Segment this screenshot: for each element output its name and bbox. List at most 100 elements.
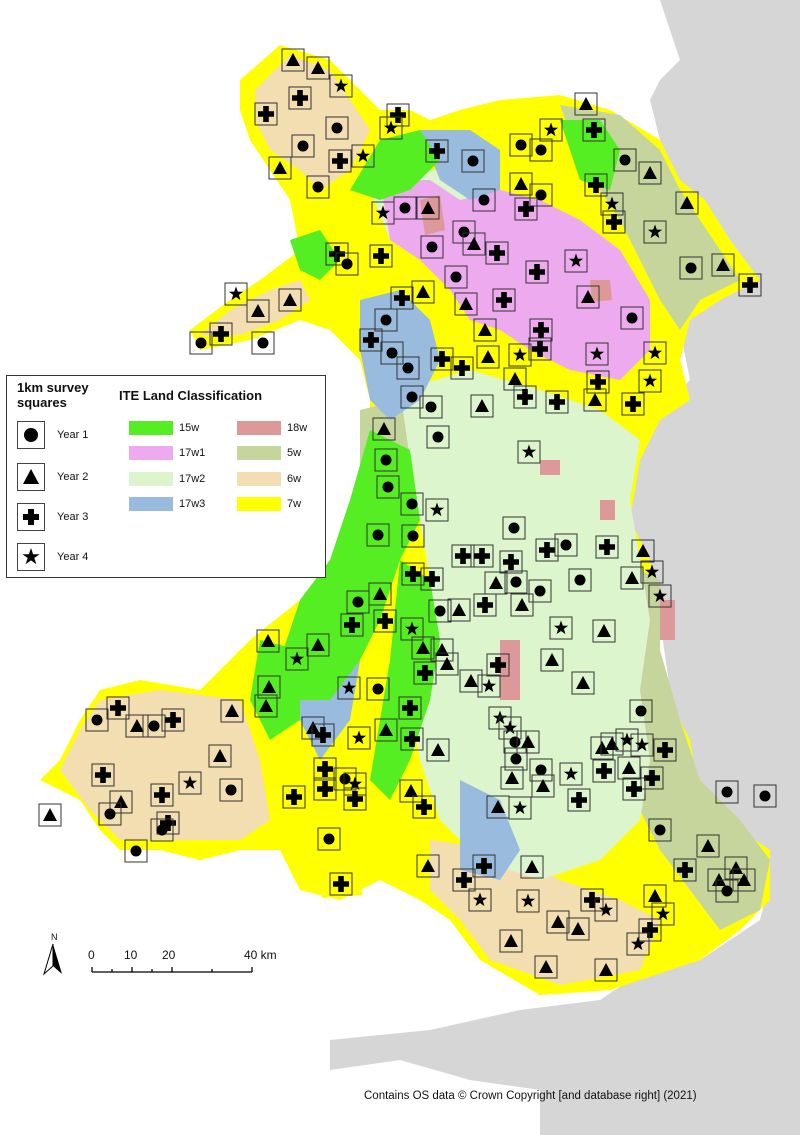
survey-square: [420, 567, 444, 591]
survey-square: [347, 726, 371, 750]
survey-square: [313, 777, 337, 801]
survey-square: [291, 134, 315, 158]
triangle-icon: [737, 873, 751, 886]
cross-icon: [584, 892, 600, 908]
swatch-6w: [237, 472, 281, 486]
star-icon: [182, 775, 198, 790]
survey-squares-layer: [38, 48, 777, 982]
triangle-icon: [213, 749, 227, 762]
survey-square: [504, 747, 528, 771]
star-icon: [404, 621, 420, 636]
survey-square: [369, 244, 393, 268]
cross-icon: [394, 290, 410, 306]
cross-icon: [424, 571, 440, 587]
survey-square: [257, 675, 281, 699]
survey-square: [450, 356, 474, 380]
triangle-icon: [588, 393, 602, 406]
survey-square: [516, 730, 540, 754]
survey-square: [454, 292, 478, 316]
survey-square: [340, 613, 364, 637]
survey-square: [124, 839, 148, 863]
cross-icon: [503, 554, 519, 570]
star-icon: [333, 78, 349, 93]
circle-icon: [721, 786, 733, 798]
circle-icon: [130, 845, 142, 857]
survey-square: [224, 282, 248, 306]
survey-square: [520, 855, 544, 879]
triangle-icon: [283, 293, 297, 306]
triangle-icon: [536, 779, 550, 792]
survey-square: [470, 394, 494, 418]
star-icon: [642, 373, 658, 388]
circle-icon: [339, 773, 351, 785]
triangle-icon: [489, 576, 503, 589]
survey-square: [640, 560, 664, 584]
label-5w: 5w: [287, 447, 302, 459]
survey-square: [325, 116, 349, 140]
circle-icon: [407, 530, 419, 542]
triangle-icon: [545, 653, 559, 666]
survey-square: [246, 299, 270, 323]
cross-icon: [434, 351, 450, 367]
survey-square: [629, 699, 653, 723]
star-icon: [630, 936, 646, 951]
star-icon: [347, 776, 363, 791]
survey-square: [576, 285, 600, 309]
star-icon: [619, 732, 635, 747]
circle-icon: [560, 539, 572, 551]
triangle-icon: [262, 680, 276, 693]
survey-square: [430, 347, 454, 371]
survey-square: [425, 498, 449, 522]
cross-icon: [588, 177, 604, 193]
survey-square: [643, 220, 667, 244]
circle-icon: [24, 428, 38, 442]
circle-icon: [91, 714, 103, 726]
survey-square: [396, 356, 420, 380]
legend: 1km survey squares ITE Land Classificati…: [6, 375, 326, 578]
survey-square: [648, 818, 672, 842]
circle-icon: [535, 764, 547, 776]
survey-square: [452, 220, 476, 244]
star-icon: [652, 588, 668, 603]
survey-square: [508, 796, 532, 820]
circle-icon: [331, 122, 343, 134]
survey-square: [571, 671, 595, 695]
triangle-icon: [551, 915, 565, 928]
legend-year2-symbol: [17, 463, 45, 491]
triangle-icon: [114, 795, 128, 808]
survey-square: [343, 787, 367, 811]
survey-square: [411, 636, 435, 660]
triangle-icon: [377, 422, 391, 435]
survey-square: [594, 898, 618, 922]
survey-square: [366, 677, 390, 701]
survey-square: [399, 779, 423, 803]
star-icon: [553, 620, 569, 635]
survey-square: [485, 241, 509, 265]
circle-icon: [406, 391, 418, 403]
circle-icon: [574, 574, 586, 586]
survey-square: [444, 265, 468, 289]
scale-bar-line: [91, 967, 253, 973]
cross-icon: [315, 727, 331, 743]
survey-square: [329, 872, 353, 896]
cross-icon: [402, 700, 418, 716]
survey-square: [583, 388, 607, 412]
survey-square: [566, 917, 590, 941]
survey-square: [398, 696, 422, 720]
circle-icon: [402, 362, 414, 374]
circle-icon: [458, 226, 470, 238]
survey-square: [161, 708, 185, 732]
survey-square: [374, 718, 398, 742]
region-5w: [360, 105, 770, 930]
triangle-icon: [579, 97, 593, 110]
survey-square: [372, 417, 396, 441]
survey-square: [85, 708, 109, 732]
survey-square: [503, 367, 527, 391]
survey-square: [426, 738, 450, 762]
circle-icon: [450, 271, 462, 283]
circle-icon: [382, 481, 394, 493]
survey-square: [477, 674, 501, 698]
circle-icon: [509, 736, 521, 748]
survey-square: [435, 652, 459, 676]
cross-icon: [496, 292, 512, 308]
